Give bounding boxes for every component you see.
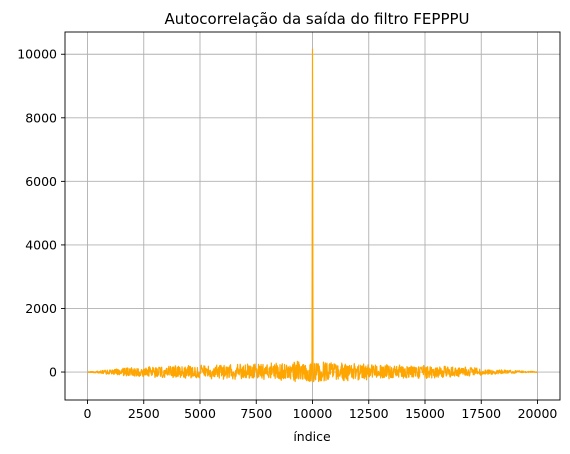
x-axis-label: índice — [293, 429, 331, 444]
x-tick-label: 7500 — [240, 406, 272, 421]
y-tick-label: 8000 — [25, 110, 57, 125]
x-tick-label: 0 — [84, 406, 92, 421]
y-tick-label: 2000 — [25, 301, 57, 316]
x-tick-label: 10000 — [293, 406, 333, 421]
peak-point — [311, 48, 314, 51]
y-tick-label: 4000 — [25, 237, 57, 252]
tick-layer: 0 2500 5000 7500 10000 12500 15000 17500 20000 0 2… — [17, 47, 557, 421]
x-tick-label: 15000 — [405, 406, 445, 421]
autocorrelation-line — [87, 48, 538, 383]
y-tick-label: 0 — [49, 365, 57, 380]
x-tick-label: 5000 — [184, 406, 216, 421]
y-tick-label: 10000 — [17, 47, 57, 62]
series-layer — [87, 48, 538, 383]
x-tick-label: 20000 — [518, 406, 558, 421]
y-tick-label: 6000 — [25, 174, 57, 189]
x-tick-label: 12500 — [349, 406, 389, 421]
chart-title: Autocorrelação da saída do filtro FEPPPU — [164, 10, 469, 28]
x-tick-label: 17500 — [461, 406, 501, 421]
x-tick-label: 2500 — [128, 406, 160, 421]
